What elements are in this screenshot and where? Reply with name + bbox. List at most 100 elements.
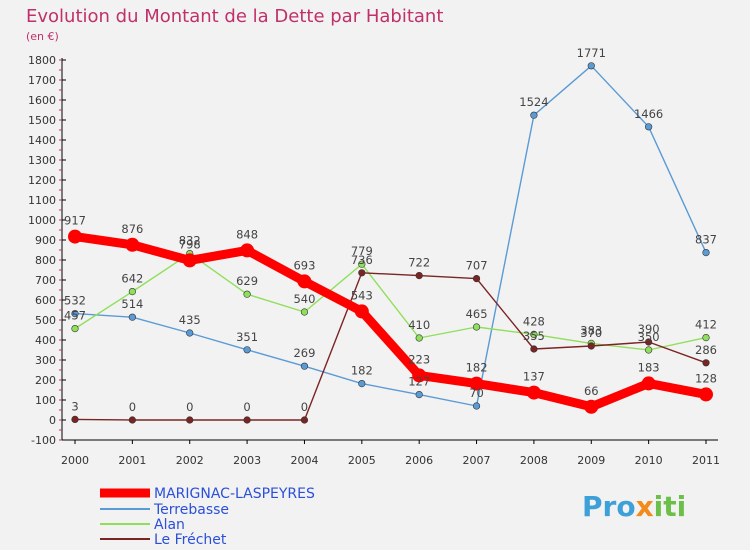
data-point: [584, 399, 599, 414]
series-line-marignac-laspeyres: [70, 232, 711, 412]
data-point: [128, 416, 136, 424]
data-label: 848: [236, 227, 258, 241]
data-label: 183: [638, 360, 660, 374]
data-label: 1524: [519, 95, 548, 109]
x-tick-label: 2001: [118, 454, 146, 467]
data-point: [645, 123, 653, 131]
data-point: [472, 275, 481, 283]
y-tick-label: 100: [35, 394, 56, 407]
legend-label: Alan: [154, 517, 185, 533]
data-label: 412: [695, 318, 717, 332]
x-tick-label: 2008: [520, 454, 548, 467]
data-labels: 532 514 435 351 269 182 127 70 1524 1771 1466 837 45…: [64, 46, 717, 414]
y-tick-label: 1800: [28, 54, 56, 67]
data-point: [71, 415, 79, 424]
data-point: [415, 391, 423, 399]
logo-part-x: x: [636, 490, 654, 523]
data-label: 798: [179, 237, 201, 251]
y-tick-label: 200: [35, 374, 56, 387]
y-tick-label: 900: [35, 234, 56, 247]
data-point: [587, 62, 595, 70]
series-layer: [68, 62, 713, 424]
data-label: 3: [71, 399, 78, 413]
y-tick-label: 1400: [28, 134, 56, 147]
data-point: [472, 402, 481, 410]
data-point: [186, 329, 194, 337]
legend-label: MARIGNAC-LASPEYRES: [154, 486, 315, 502]
data-label: 66: [584, 384, 599, 398]
logo-part-pro: Pro: [582, 490, 636, 523]
data-label: 642: [121, 272, 143, 286]
data-point: [354, 304, 369, 319]
y-tick-label: 1700: [28, 74, 56, 87]
data-point: [243, 416, 251, 424]
data-label: 837: [695, 233, 717, 247]
data-label: 127: [408, 375, 430, 389]
data-label: 182: [466, 361, 488, 375]
data-label: 0: [243, 400, 250, 414]
data-label: 0: [129, 400, 136, 414]
data-label: 390: [638, 322, 660, 336]
chart-subtitle: (en €): [26, 30, 59, 43]
logo-part-iti: iti: [654, 490, 687, 523]
data-label: 722: [408, 256, 430, 270]
data-label: 540: [293, 292, 315, 306]
data-point: [699, 387, 713, 402]
data-label: 457: [64, 309, 86, 323]
axes: -100010020030040050060070080090010001100…: [28, 54, 720, 467]
series-line-le-fr-chet: [74, 272, 707, 421]
y-tick-label: 1300: [28, 154, 56, 167]
data-label: 410: [408, 318, 430, 332]
data-point: [641, 376, 656, 391]
data-point: [240, 243, 255, 258]
y-tick-label: 600: [35, 294, 56, 307]
data-label: 779: [351, 244, 373, 258]
data-label: 693: [293, 258, 315, 272]
data-point: [71, 310, 79, 318]
data-point: [412, 368, 427, 383]
x-tick-label: 2003: [233, 454, 261, 467]
data-point: [300, 416, 309, 424]
data-point: [702, 334, 710, 342]
data-label: 137: [523, 370, 545, 384]
y-tick-label: -100: [31, 434, 56, 447]
y-tick-label: 800: [35, 254, 56, 267]
data-point: [125, 237, 140, 252]
x-tick-label: 2004: [290, 454, 318, 467]
x-tick-label: 2007: [463, 454, 491, 467]
data-label: 629: [236, 274, 258, 288]
data-point: [702, 249, 710, 257]
series-line-terrebasse: [74, 65, 707, 407]
data-point: [128, 313, 136, 321]
data-label: 917: [64, 214, 86, 228]
data-point: [415, 272, 423, 280]
y-tick-label: 1100: [28, 194, 56, 207]
y-tick-label: 300: [35, 354, 56, 367]
data-point: [300, 362, 309, 370]
y-tick-label: 700: [35, 274, 56, 287]
data-point: [358, 380, 366, 388]
data-point: [702, 359, 710, 367]
y-tick-label: 1200: [28, 174, 56, 187]
x-tick-label: 2005: [348, 454, 376, 467]
data-label: 707: [466, 259, 488, 273]
x-tick-label: 2002: [176, 454, 204, 467]
data-point: [243, 290, 251, 298]
x-tick-label: 2011: [692, 454, 720, 467]
x-tick-label: 2006: [405, 454, 433, 467]
data-point: [243, 346, 251, 354]
data-point: [530, 345, 538, 353]
chart-title: Evolution du Montant de la Dette par Hab…: [26, 6, 443, 27]
data-label: 351: [236, 330, 258, 344]
y-tick-label: 1600: [28, 94, 56, 107]
data-label: 543: [351, 288, 373, 302]
data-label: 383: [580, 323, 602, 337]
data-label: 514: [121, 297, 143, 311]
data-point: [358, 260, 366, 268]
data-point: [645, 338, 653, 346]
legend-label: Le Fréchet: [154, 532, 227, 548]
data-point: [469, 376, 484, 391]
data-label: 370: [580, 326, 602, 340]
